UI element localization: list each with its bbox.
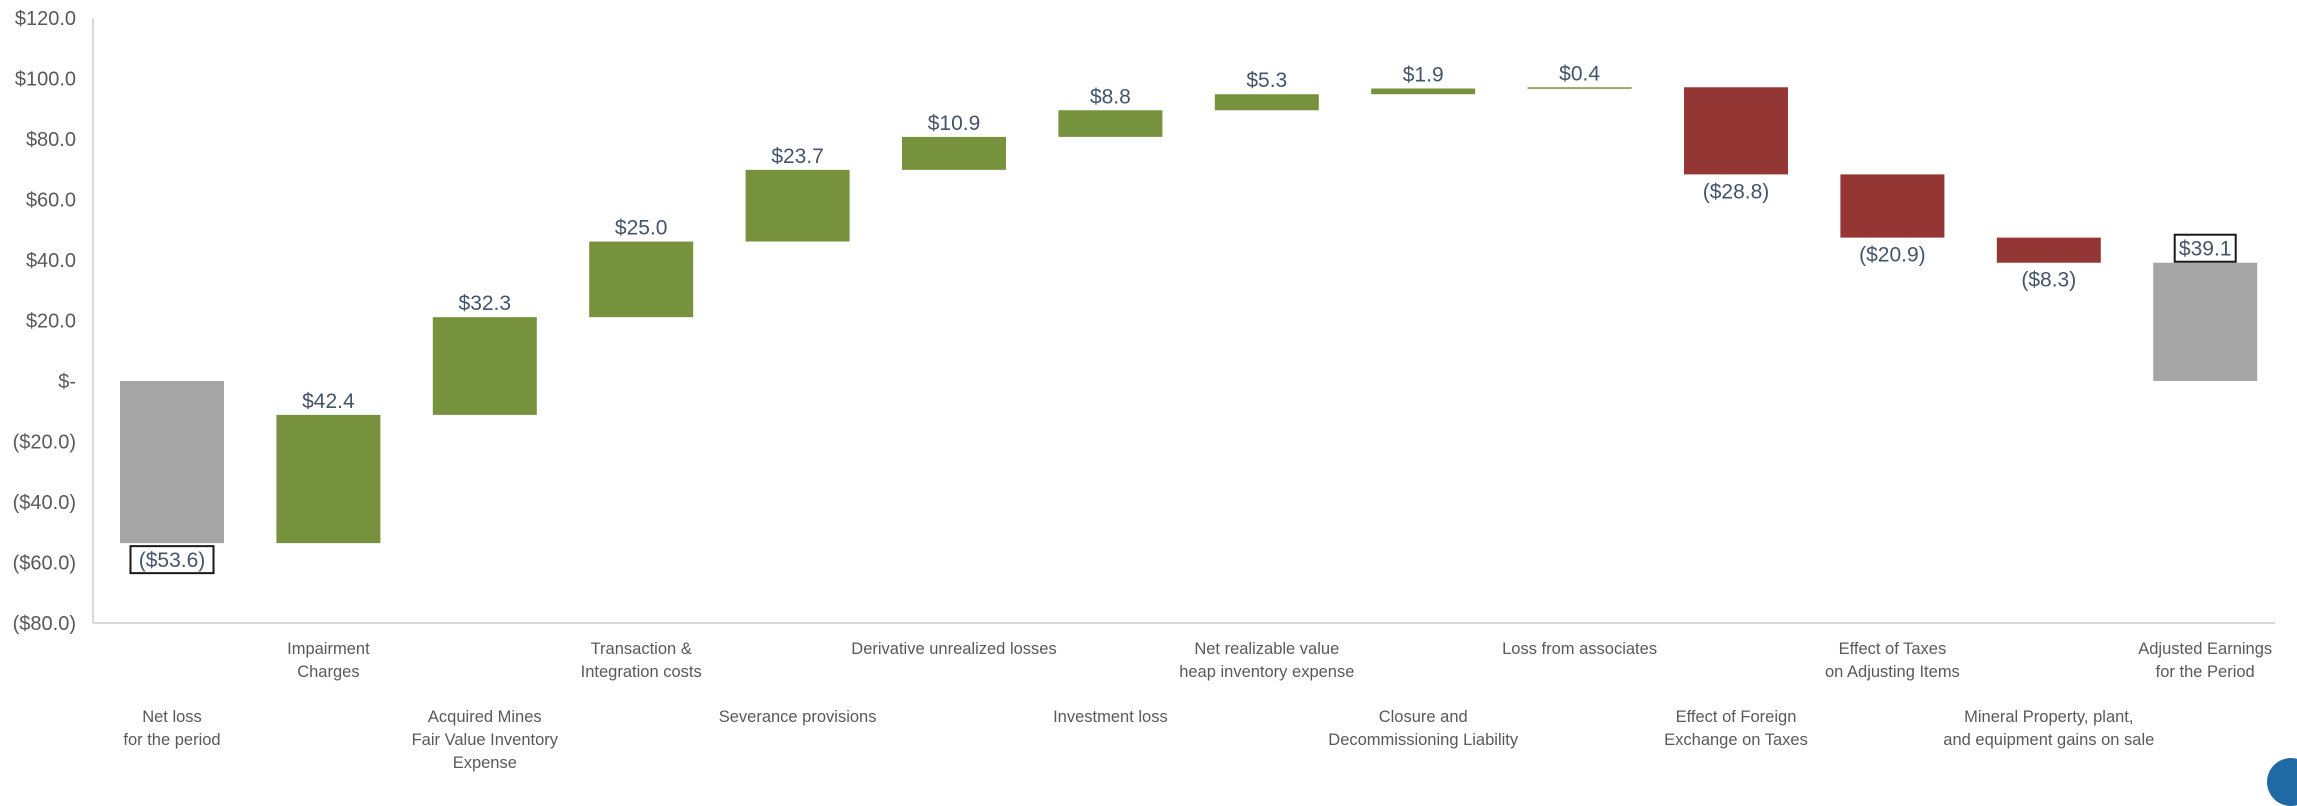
waterfall-bar-decrease [1684,87,1788,175]
y-tick-label: ($60.0) [13,553,76,575]
x-category-label-line: heap inventory expense [1179,663,1354,681]
bar-value-label: $5.3 [1246,69,1287,92]
x-category-label-line: Closure and [1379,708,1468,726]
y-tick-label: ($40.0) [13,492,76,514]
x-category-label-line: Adjusted Earnings [2138,640,2272,658]
x-category-label: Effect of Taxes on Adjusting Items [1825,640,1960,681]
x-category-label-line: Fair Value Inventory [412,731,559,749]
bar-value-label: $42.4 [302,390,355,413]
x-category-label-line: Exchange on Taxes [1664,731,1808,749]
waterfall-bar-total [120,381,224,544]
y-tick-label: $60.0 [26,190,76,212]
x-category-label: Loss from associates [1502,640,1657,658]
bar-value-label: $32.3 [459,292,512,315]
x-category-label: Transaction & Integration costs [581,640,702,681]
x-category-label: Effect of Foreign Exchange on Taxes [1664,708,1808,749]
y-tick-label: $- [58,371,76,393]
x-category-label-line: and equipment gains on sale [1943,731,2154,749]
bar-value-label: ($20.9) [1859,244,1926,267]
waterfall-bar-increase [1214,94,1319,111]
x-category-label-line: for the period [123,731,220,749]
y-tick-label: $100.0 [15,69,76,91]
waterfall-bar-increase [589,241,694,318]
bar-value-label: $10.9 [928,112,981,135]
bar-value-label: $0.4 [1559,62,1600,85]
y-tick-label: ($20.0) [13,432,76,454]
bar-value-label: $25.0 [615,217,668,240]
waterfall-bar-increase [745,169,850,242]
bars-group [120,87,2258,544]
waterfall-bar-increase [432,317,537,415]
y-tick-label: ($80.0) [13,613,76,635]
bar-value-label: $23.7 [771,145,824,168]
y-tick-label: $80.0 [26,129,76,151]
x-category-label-line: Integration costs [581,663,702,681]
waterfall-bar-increase [276,414,381,544]
bar-value-label: $1.9 [1403,63,1444,86]
x-category-label: Acquired Mines Fair Value Inventory Expens… [412,708,559,772]
y-axis: $120.0 $100.0 $80.0 $60.0 $40.0 $20.0 $- ($20.0… [13,8,2275,635]
x-category-label: Derivative unrealized losses [851,640,1056,658]
x-category-label-line: for the Period [2156,663,2255,681]
x-category-label: Adjusted Earnings for the Period [2138,640,2272,681]
x-category-label-line: Derivative unrealized losses [851,640,1056,658]
x-category-label-line: Expense [453,754,517,772]
bar-value-label: ($53.6) [139,549,206,572]
y-tick-label: $40.0 [26,250,76,272]
x-category-label-line: Transaction & [591,640,692,658]
value-labels-group: ($53.6) $42.4 $32.3 $25.0 $23.7 $10.9 $8.8 $5.3… [129,62,2237,575]
waterfall-chart: $120.0 $100.0 $80.0 $60.0 $40.0 $20.0 $- ($20.0… [13,8,2275,772]
x-category-label-line: Charges [297,663,359,681]
waterfall-bar-decrease [1840,174,1945,238]
x-category-label: Severance provisions [719,708,877,726]
x-category-label-line: on Adjusting Items [1825,663,1960,681]
y-tick-label: $120.0 [15,8,76,30]
x-category-label-line: Severance provisions [719,708,877,726]
x-category-label-line: Impairment [287,640,370,658]
x-category-label: Mineral Property, plant, and equipment ga… [1943,708,2154,749]
waterfall-bar-increase [1527,87,1632,89]
x-category-label-line: Decommissioning Liability [1328,731,1519,749]
value-label-box [2173,233,2237,263]
bar-value-label: $39.1 [2179,238,2232,261]
x-category-labels: Net loss for the period Impairment Charges A… [123,640,2272,772]
bar-value-label: ($8.3) [2021,269,2076,292]
waterfall-bar-total [2153,262,2258,381]
x-category-label-line: Investment loss [1053,708,1168,726]
y-tick-label: $20.0 [26,311,76,333]
x-category-label-line: Loss from associates [1502,640,1657,658]
waterfall-bar-increase [1371,88,1476,95]
x-category-label-line: Net loss [142,708,202,726]
x-category-label-line: Acquired Mines [428,708,542,726]
waterfall-bar-decrease [1996,237,2101,263]
x-category-label: Net realizable value heap inventory expen… [1179,640,1354,681]
x-category-label-line: Effect of Taxes [1839,640,1947,658]
x-category-label: Investment loss [1053,708,1168,726]
x-category-label-line: Net realizable value [1194,640,1339,658]
x-category-label: Impairment Charges [287,640,370,681]
bar-value-label: $8.8 [1090,85,1131,108]
x-category-label: Net loss for the period [123,708,220,749]
x-category-label-line: Mineral Property, plant, [1964,708,2133,726]
x-category-label: Closure and Decommissioning Liability [1328,708,1519,749]
x-category-label-line: Effect of Foreign [1676,708,1797,726]
waterfall-bar-increase [902,136,1006,170]
waterfall-bar-increase [1058,110,1163,137]
bar-value-label: ($28.8) [1703,180,1770,203]
value-label-box [129,545,215,575]
